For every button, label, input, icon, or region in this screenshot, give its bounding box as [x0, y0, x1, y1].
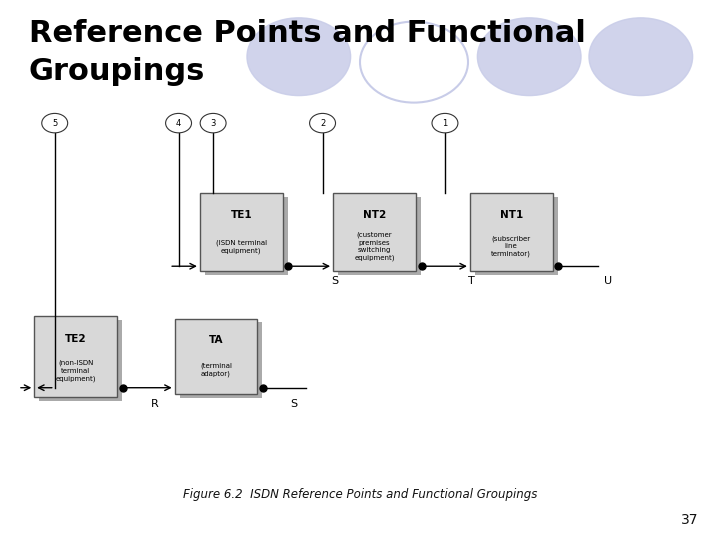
Text: Figure 6.2  ISDN Reference Points and Functional Groupings: Figure 6.2 ISDN Reference Points and Fun…: [183, 488, 537, 501]
Text: U: U: [604, 276, 613, 287]
Circle shape: [477, 18, 581, 96]
Text: (terminal
adaptor): (terminal adaptor): [200, 363, 232, 377]
Text: 5: 5: [52, 119, 58, 127]
Text: TE2: TE2: [65, 334, 86, 343]
Circle shape: [589, 18, 693, 96]
Circle shape: [200, 113, 226, 133]
FancyBboxPatch shape: [39, 320, 122, 401]
Text: NT1: NT1: [500, 210, 523, 220]
Text: 3: 3: [210, 119, 216, 127]
Text: S: S: [331, 276, 338, 287]
FancyBboxPatch shape: [469, 193, 553, 271]
Text: (non-ISDN
terminal
equipment): (non-ISDN terminal equipment): [55, 360, 96, 382]
Text: 1: 1: [442, 119, 448, 127]
Text: TA: TA: [209, 335, 223, 345]
Text: 37: 37: [681, 512, 698, 526]
Circle shape: [42, 113, 68, 133]
Text: NT2: NT2: [363, 210, 386, 220]
FancyBboxPatch shape: [200, 193, 283, 271]
Text: R: R: [151, 399, 158, 409]
Circle shape: [310, 113, 336, 133]
FancyBboxPatch shape: [174, 319, 258, 394]
FancyBboxPatch shape: [205, 197, 288, 275]
FancyBboxPatch shape: [34, 316, 117, 397]
Text: (subscriber
line
terminator): (subscriber line terminator): [491, 235, 531, 257]
FancyBboxPatch shape: [338, 197, 420, 275]
Text: T: T: [468, 276, 475, 287]
FancyBboxPatch shape: [333, 193, 416, 271]
Circle shape: [247, 18, 351, 96]
Text: S: S: [290, 399, 297, 409]
Text: Reference Points and Functional: Reference Points and Functional: [29, 19, 585, 48]
Text: TE1: TE1: [230, 210, 252, 220]
Circle shape: [166, 113, 192, 133]
FancyBboxPatch shape: [180, 322, 262, 398]
Text: 4: 4: [176, 119, 181, 127]
Text: Groupings: Groupings: [29, 57, 205, 86]
Text: 2: 2: [320, 119, 325, 127]
Text: (ISDN terminal
equipment): (ISDN terminal equipment): [215, 239, 267, 254]
FancyBboxPatch shape: [475, 197, 557, 275]
Text: (customer
premises
switching
equipment): (customer premises switching equipment): [354, 232, 395, 261]
Circle shape: [432, 113, 458, 133]
